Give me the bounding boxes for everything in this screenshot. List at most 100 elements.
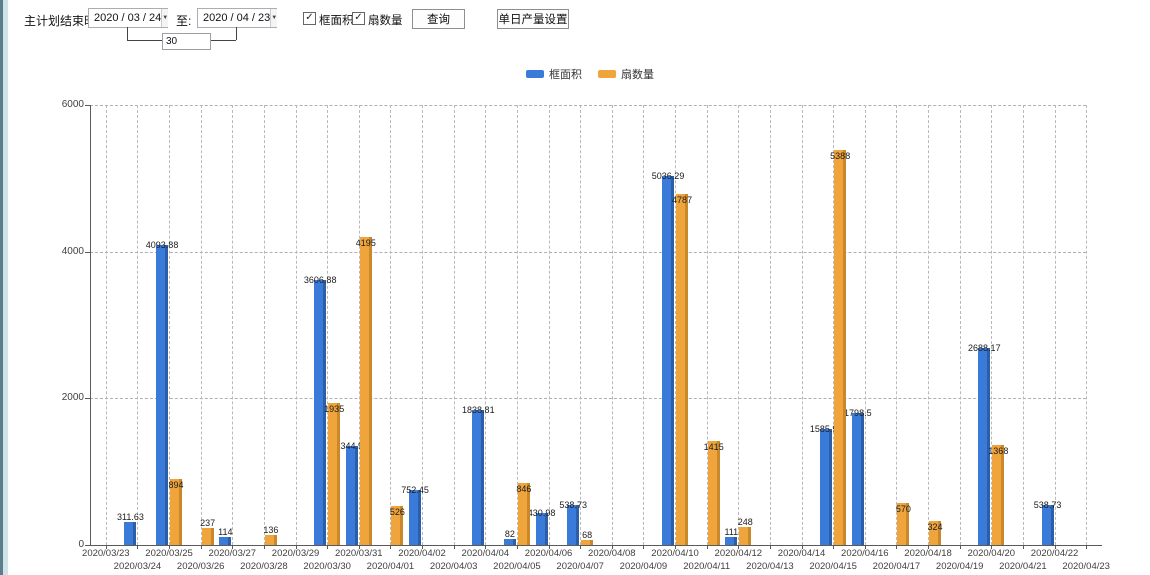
bar-value-label: 570	[895, 504, 911, 514]
bar-扇数量-2020/04/12	[739, 527, 752, 545]
y-axis-label: 2000	[61, 392, 84, 404]
x-axis-tick	[516, 545, 518, 549]
bar-value-label: 526	[389, 507, 405, 517]
x-gridline	[422, 105, 424, 545]
frame-area-checkbox[interactable]: ✓	[303, 12, 316, 25]
bar-value-label: 1415	[703, 442, 724, 452]
frame-area-checkbox-label: 框面积	[319, 15, 354, 27]
x-axis-tick	[643, 545, 645, 549]
x-gridline	[548, 105, 550, 545]
x-gridline	[769, 105, 771, 545]
window-edge-dark	[0, 0, 3, 575]
bar-框面积-2020/03/30	[314, 280, 327, 545]
y-axis-label: 0	[78, 539, 84, 550]
x-axis-label: 2020/03/29	[271, 548, 320, 559]
x-axis-label: 2020/04/02	[398, 548, 446, 559]
x-axis-label: 2020/03/28	[240, 561, 288, 572]
x-axis-label: 2020/04/23	[1062, 561, 1110, 572]
chevron-down-icon[interactable]: ▼	[270, 9, 278, 27]
connector-line	[236, 27, 237, 40]
bar-框面积-2020/04/02	[409, 490, 422, 545]
x-gridline	[738, 105, 740, 545]
x-axis-label: 2020/03/24	[113, 561, 162, 572]
bar-框面积-2020/04/20	[978, 348, 991, 545]
bar-value-label: 4093.88	[145, 240, 179, 250]
y-axis-label: 6000	[61, 99, 84, 110]
x-axis-label: 2020/04/05	[493, 561, 541, 572]
x-axis-tick	[833, 545, 835, 549]
bar-框面积-2020/04/07	[567, 505, 580, 545]
x-gridline	[801, 105, 803, 545]
connector-line	[208, 40, 236, 41]
bar-扇数量-2020/04/15	[834, 150, 847, 545]
x-gridline	[390, 105, 392, 545]
bar-value-label: 1585.96	[809, 424, 843, 434]
y-axis-label: 4000	[61, 245, 84, 257]
bar-value-label: 248	[737, 517, 753, 527]
x-axis-tick	[959, 545, 961, 549]
daily-output-settings-button[interactable]: 单日产量设置	[497, 9, 569, 29]
x-axis-tick	[1022, 545, 1024, 549]
bar-value-label: 1935	[324, 404, 345, 414]
x-axis-label: 2020/03/23	[82, 548, 130, 559]
x-axis-tick	[611, 545, 613, 549]
bar-value-label: 82	[504, 529, 515, 539]
interval-days-input[interactable]: 30	[162, 33, 211, 50]
x-axis-tick	[390, 545, 392, 549]
bar-框面积-2020/03/31	[345, 446, 358, 545]
x-axis-label: 2020/04/11	[683, 561, 731, 572]
bar-框面积-2020/04/22	[1041, 505, 1054, 545]
x-axis-tick	[706, 545, 708, 549]
x-axis-tick	[295, 545, 297, 549]
x-gridline	[169, 105, 171, 545]
x-axis-label: 2020/03/26	[176, 561, 225, 572]
bar-value-label: 752.45	[401, 485, 429, 495]
bar-value-label: 324	[927, 522, 943, 532]
bar-框面积-2020/03/25	[156, 245, 169, 545]
x-axis-line	[90, 545, 1102, 546]
legend-item[interactable]: 扇数量	[598, 66, 654, 82]
bar-value-label: 1798.5	[844, 408, 872, 418]
x-gridline	[959, 105, 961, 545]
bar-扇数量-2020/03/31	[359, 237, 372, 545]
bar-value-label: 311.63	[117, 512, 144, 522]
x-axis-tick	[105, 545, 107, 549]
date-from-picker[interactable]: 2020 / 03 / 24 ▼	[88, 8, 169, 28]
x-axis-tick	[548, 545, 550, 549]
x-axis-tick	[358, 545, 360, 549]
x-axis-label: 2020/03/30	[303, 561, 351, 572]
x-gridline	[1054, 105, 1056, 545]
x-axis-label: 2020/04/15	[809, 561, 857, 572]
x-gridline	[358, 105, 360, 545]
bar-扇数量-2020/04/01	[391, 506, 404, 545]
window-edge-light	[3, 0, 8, 575]
date-to-picker[interactable]: 2020 / 04 / 23 ▼	[197, 8, 278, 28]
query-button[interactable]: 查询	[412, 9, 465, 29]
x-axis-tick	[801, 545, 803, 549]
x-axis-label: 2020/04/01	[366, 561, 415, 572]
x-axis-label: 2020/04/22	[1030, 548, 1079, 559]
bar-框面积-2020/03/27	[219, 537, 232, 545]
bar-value-label: 2688.17	[968, 343, 1001, 353]
bar-value-label: 68	[582, 530, 593, 540]
x-axis-label: 2020/04/09	[619, 561, 668, 572]
chevron-down-icon[interactable]: ▼	[161, 9, 169, 27]
x-axis-label: 2020/04/08	[588, 548, 636, 559]
bar-value-label: 5036.29	[651, 171, 685, 181]
legend-item[interactable]: 框面积	[526, 66, 582, 82]
x-gridline	[263, 105, 265, 545]
x-axis-tick	[991, 545, 993, 549]
x-axis-tick	[738, 545, 740, 549]
x-gridline	[137, 105, 139, 545]
x-axis-tick	[896, 545, 898, 549]
date-to-value: 2020 / 04 / 23	[203, 12, 271, 24]
bar-框面积-2020/04/05	[503, 539, 516, 545]
bar-扇数量-2020/03/26	[201, 528, 214, 545]
bar-扇数量-2020/03/28	[264, 535, 277, 545]
fan-quantity-checkbox[interactable]: ✓	[352, 12, 365, 25]
x-gridline	[1086, 105, 1088, 545]
bar-扇数量-2020/04/07	[581, 540, 594, 545]
chart-legend: 框面积 扇数量	[470, 66, 710, 82]
